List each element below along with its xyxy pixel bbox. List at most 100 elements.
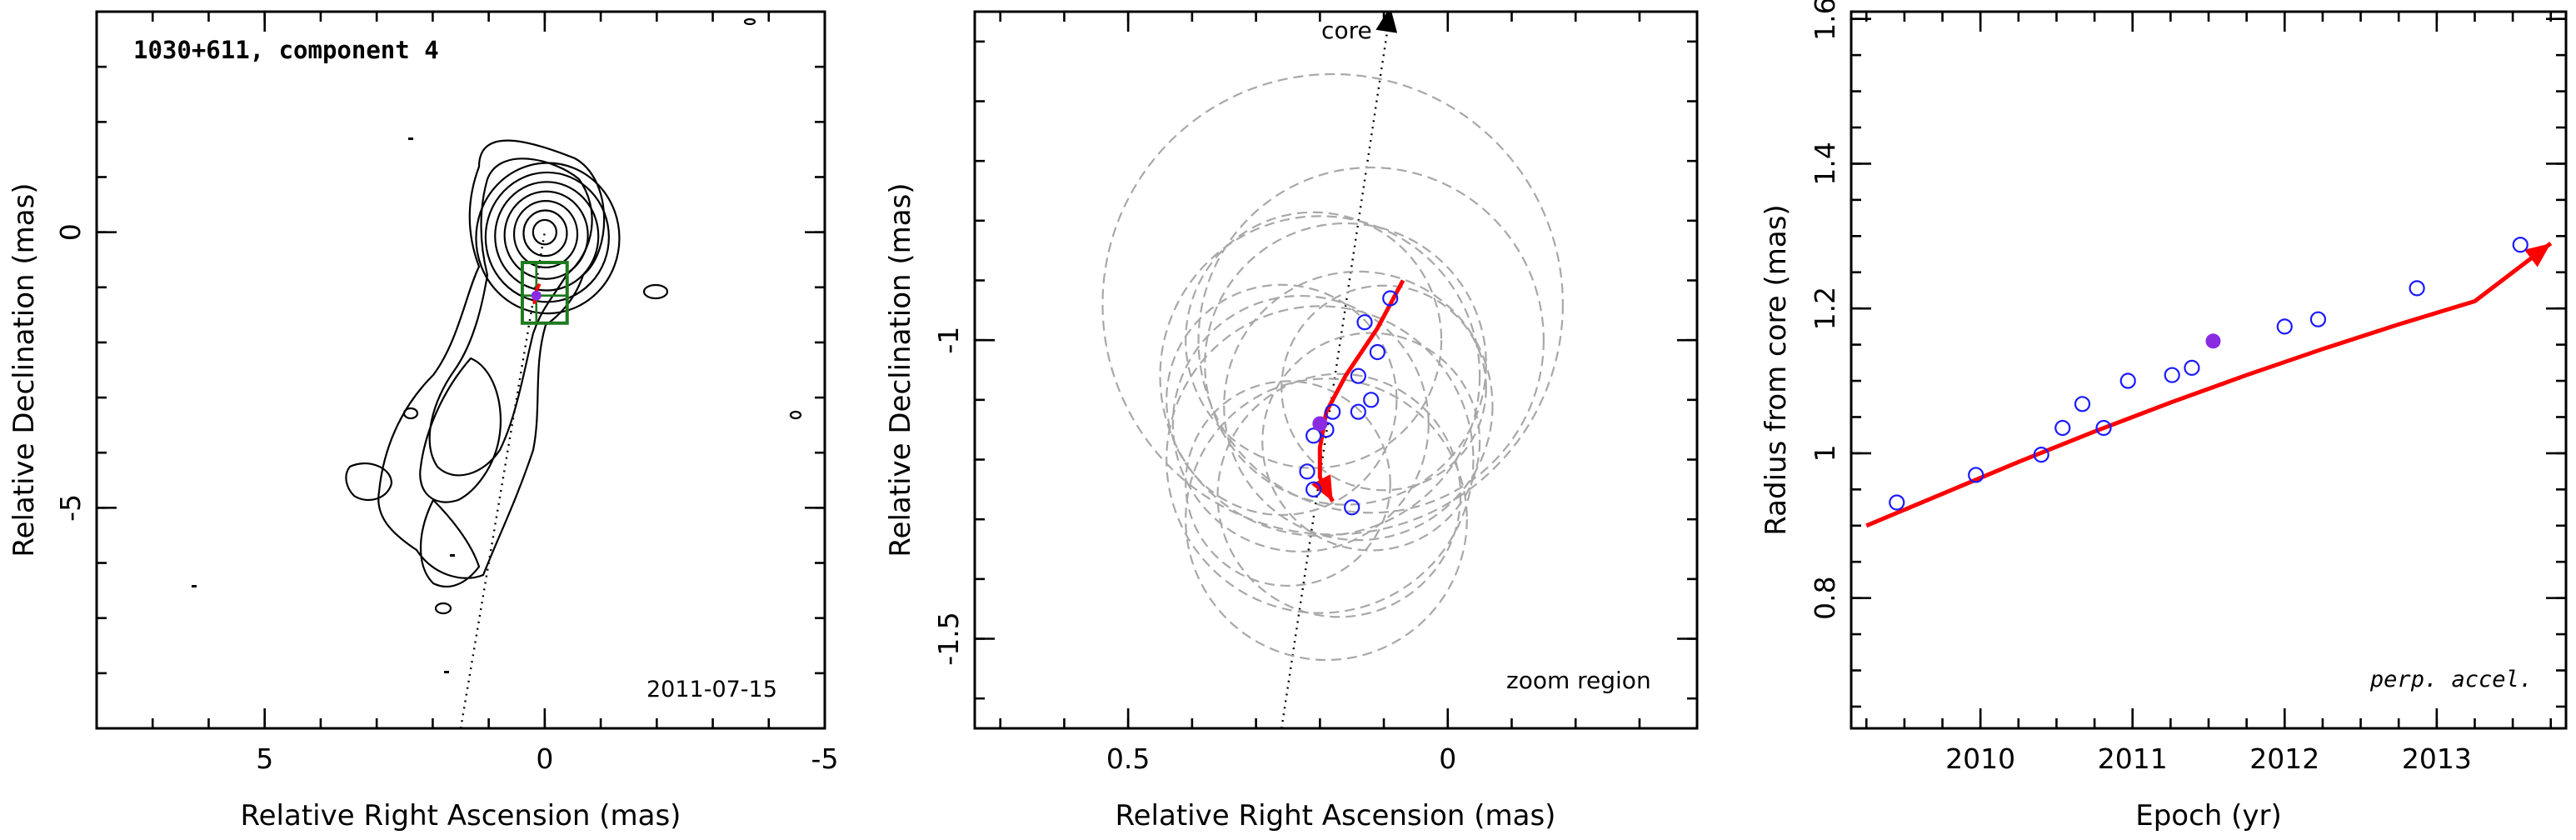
zoom-current-point bbox=[1312, 416, 1328, 432]
map-y-tick-label: -5 bbox=[54, 494, 87, 522]
radius-x-tick-label: 2010 bbox=[1945, 742, 2015, 775]
map-x-axis-label: Relative Right Ascension (mas) bbox=[241, 799, 681, 832]
radius-data-point bbox=[2054, 419, 2071, 437]
zoom-error-circle bbox=[1101, 72, 1564, 536]
zoom-y-tick-label: -1 bbox=[932, 327, 965, 354]
map-component-marker bbox=[531, 290, 542, 301]
map-noise-contour bbox=[434, 602, 452, 615]
zoom-data-point bbox=[1382, 290, 1399, 307]
map-x-tick-label: 0 bbox=[536, 742, 553, 775]
radius-y-tick-label: 1.6 bbox=[1809, 0, 1841, 41]
radius-fit-line bbox=[1865, 241, 2553, 528]
zoom-jet-axis bbox=[1281, 12, 1391, 728]
radius-frame bbox=[1850, 10, 2568, 730]
zoom-error-circle bbox=[1197, 166, 1545, 514]
map-y-tick-label: 0 bbox=[54, 223, 87, 241]
zoom-frame bbox=[973, 10, 1699, 730]
radius-data-point bbox=[2512, 237, 2529, 253]
zoom-error-circle bbox=[1159, 215, 1481, 538]
zoom-data-point bbox=[1369, 343, 1385, 361]
zoom-annotation: zoom region bbox=[1506, 667, 1651, 694]
radius-y-tick-label: 1.2 bbox=[1809, 287, 1841, 330]
map-core-contour bbox=[512, 200, 579, 269]
zoom-data-point bbox=[1350, 368, 1366, 384]
map-frame bbox=[95, 10, 826, 730]
map-core-contour bbox=[532, 218, 557, 246]
zoom-y-tick-label: -1.5 bbox=[932, 612, 965, 665]
map-jet-axis bbox=[459, 232, 547, 728]
radius-fit-arrow bbox=[2524, 242, 2551, 268]
radius-data-point bbox=[2095, 419, 2112, 437]
zoom-data-point bbox=[1305, 481, 1322, 498]
radius-y-tick-label: 0.8 bbox=[1809, 576, 1841, 619]
radius-data-point bbox=[1889, 494, 1905, 511]
map-plot-area bbox=[192, 18, 802, 728]
map-jet-contour bbox=[428, 158, 593, 477]
zoom-error-circle bbox=[1216, 372, 1462, 618]
zoom-data-point bbox=[1299, 463, 1315, 480]
map-jet-contour bbox=[420, 498, 481, 588]
zoom-data-point bbox=[1344, 499, 1360, 516]
zoom-ticks: 0.5 0 -1 -1.5 bbox=[932, 12, 1697, 775]
map-noise-contour bbox=[743, 18, 756, 26]
map-jet-contour bbox=[377, 139, 606, 579]
map-jet-contour bbox=[419, 357, 502, 503]
map-title: 1030+611, component 4 bbox=[133, 36, 439, 64]
map-noise-contour bbox=[642, 283, 669, 300]
zoom-fit-arrow bbox=[1311, 474, 1333, 502]
map-noise-contour bbox=[402, 407, 419, 420]
map-noise-speck bbox=[444, 671, 449, 673]
map-noise-speck bbox=[192, 585, 197, 588]
map-date: 2011-07-15 bbox=[646, 677, 777, 702]
map-y-axis-label: Relative Declination (mas) bbox=[7, 182, 41, 557]
zoom-error-circle bbox=[1185, 211, 1443, 469]
map-panel: 5 0 -5 0 -5 1030+611, component 4 2011-07-15… bbox=[7, 10, 839, 832]
radius-data-point bbox=[2074, 396, 2091, 412]
radius-panel: 2010 2011 2012 2013 0.8 1 1.2 1.4 1.6 perp. acce… bbox=[1760, 0, 2568, 832]
radius-annotation: perp. accel. bbox=[2369, 667, 2533, 692]
radius-data-point bbox=[2119, 372, 2136, 389]
radius-y-tick-label: 1 bbox=[1809, 444, 1841, 462]
radius-current-point bbox=[2205, 333, 2221, 349]
radius-data-point bbox=[1968, 467, 1984, 483]
radius-data-point bbox=[2184, 359, 2200, 376]
zoom-data-point bbox=[1325, 403, 1341, 420]
map-noise-speck bbox=[450, 554, 455, 557]
zoom-x-tick-label: 0 bbox=[1439, 742, 1456, 775]
map-noise-contour bbox=[789, 410, 802, 420]
zoom-panel: core 0.5 0 -1 -1.5 zoom region Relative Rig… bbox=[884, 10, 1699, 832]
map-noise-speck bbox=[408, 138, 413, 140]
radius-x-tick-label: 2013 bbox=[2402, 742, 2472, 775]
map-ticks: 5 0 -5 0 -5 bbox=[54, 10, 839, 775]
radius-y-tick-label: 1.4 bbox=[1809, 142, 1841, 185]
radius-x-axis-label: Epoch (yr) bbox=[2135, 799, 2282, 832]
map-core-contour bbox=[494, 181, 600, 292]
zoom-error-circle bbox=[1281, 284, 1487, 492]
zoom-data-point bbox=[1305, 428, 1322, 444]
zoom-error-circle bbox=[1166, 305, 1475, 614]
zoom-error-circle bbox=[1223, 270, 1494, 542]
map-core-contour bbox=[522, 209, 568, 258]
zoom-data-point bbox=[1350, 403, 1366, 420]
zoom-error-circle bbox=[1185, 380, 1391, 588]
map-zoom-box bbox=[520, 261, 569, 325]
radius-data-point bbox=[2033, 447, 2049, 463]
radius-data-point bbox=[2409, 280, 2425, 297]
radius-y-axis-label: Radius from core (mas) bbox=[1760, 204, 1793, 535]
zoom-error-circle bbox=[1261, 332, 1481, 552]
zoom-plot-area: core bbox=[1101, 12, 1564, 728]
zoom-x-tick-label: 0.5 bbox=[1106, 742, 1150, 775]
map-x-tick-label: -5 bbox=[811, 742, 839, 775]
zoom-core-label: core bbox=[1321, 17, 1372, 44]
map-core-contour bbox=[503, 190, 589, 280]
radius-data-point bbox=[2309, 311, 2327, 328]
radius-x-tick-label: 2011 bbox=[2098, 742, 2168, 775]
zoom-x-axis-label: Relative Right Ascension (mas) bbox=[1116, 799, 1556, 832]
radius-data-point bbox=[2276, 318, 2293, 335]
radius-plot-area bbox=[1865, 237, 2553, 528]
zoom-error-circle bbox=[1204, 222, 1487, 506]
radius-ticks: 2010 2011 2012 2013 0.8 1 1.2 1.4 1.6 bbox=[1809, 0, 2566, 775]
zoom-error-circle bbox=[1185, 378, 1468, 662]
radius-data-point bbox=[2164, 367, 2180, 383]
